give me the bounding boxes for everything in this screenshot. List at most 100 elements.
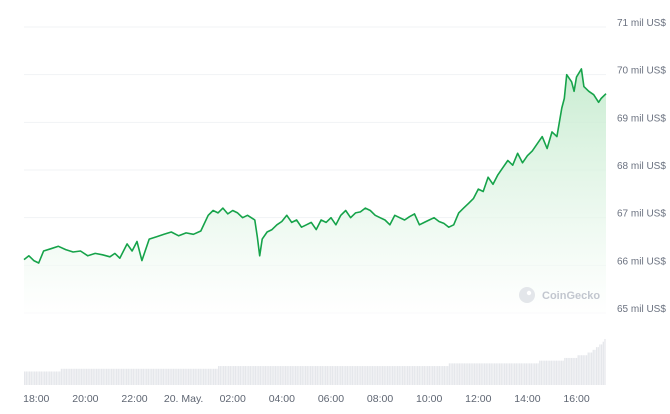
- volume-bar: [87, 368, 89, 385]
- volume-bar: [320, 366, 322, 385]
- volume-bar: [57, 371, 59, 385]
- volume-bar: [221, 366, 223, 385]
- volume-bar: [315, 366, 317, 385]
- volume-bar: [95, 368, 98, 385]
- volume-bar: [492, 363, 494, 385]
- volume-bar: [283, 366, 285, 385]
- volume-bar: [211, 368, 213, 385]
- volume-bar: [589, 352, 591, 385]
- volume-bar: [104, 368, 106, 385]
- volume-bar: [406, 366, 409, 385]
- volume-bar: [298, 366, 300, 385]
- volume-bar: [289, 366, 292, 385]
- volume-bar: [519, 363, 521, 385]
- volume-bar: [600, 344, 603, 385]
- volume-bar: [187, 368, 190, 385]
- volume-bar: [157, 368, 160, 385]
- volume-bar: [514, 363, 516, 385]
- volume-bar: [391, 366, 394, 385]
- volume-bar: [80, 368, 83, 385]
- volume-bar: [137, 368, 139, 385]
- volume-bar: [408, 366, 410, 385]
- volume-bar: [139, 368, 141, 385]
- volume-bar: [254, 366, 257, 385]
- volume-bar: [228, 366, 230, 385]
- volume-bar: [44, 371, 46, 385]
- volume-bar: [308, 366, 310, 385]
- volume-bar: [472, 363, 474, 385]
- volume-bar: [458, 363, 461, 385]
- y-tick-label: 66 mil US$: [617, 256, 666, 267]
- volume-bar: [244, 366, 247, 385]
- volume-bar: [179, 368, 181, 385]
- volume-bar: [176, 368, 178, 385]
- volume-bar: [97, 368, 99, 385]
- volume-bar: [276, 366, 278, 385]
- volume-bar: [309, 366, 312, 385]
- volume-bar: [482, 363, 484, 385]
- volume-bar: [313, 366, 315, 385]
- volume-bar: [60, 368, 63, 385]
- volume-bar: [554, 360, 556, 385]
- volume-bar: [156, 368, 158, 385]
- volume-bar: [186, 368, 188, 385]
- volume-bar: [64, 368, 66, 385]
- volume-bar: [109, 368, 111, 385]
- volume-bar: [189, 368, 191, 385]
- volume-bar: [182, 368, 185, 385]
- volume-bar: [462, 363, 464, 385]
- watermark-text: CoinGecko: [542, 290, 600, 302]
- volume-bar: [110, 368, 113, 385]
- volume-bar: [271, 366, 273, 385]
- volume-bar: [448, 363, 451, 385]
- volume-bar: [363, 366, 365, 385]
- volume-bar: [373, 366, 375, 385]
- volume-bar: [29, 371, 31, 385]
- x-tick-label: 22:00: [121, 393, 147, 405]
- volume-bar: [251, 366, 253, 385]
- volume-bar: [582, 355, 584, 385]
- volume-bar: [131, 368, 133, 385]
- volume-bar: [243, 366, 245, 385]
- volume-bar: [547, 360, 549, 385]
- y-axis-ticks: 71 mil US$ 70 mil US$ 69 mil US$ 68 mil US$…: [617, 18, 666, 315]
- volume-bar: [122, 368, 124, 385]
- volume-bar: [535, 363, 538, 385]
- volume-bar: [132, 368, 134, 385]
- volume-bar: [144, 368, 146, 385]
- volume-bar: [119, 368, 121, 385]
- volume-bar: [457, 363, 459, 385]
- volume-bar: [480, 363, 482, 385]
- volume-bar: [564, 357, 566, 385]
- y-tick-label: 68 mil US$: [617, 161, 666, 172]
- volume-bar: [330, 366, 332, 385]
- volume-bar: [281, 366, 283, 385]
- volume-bar: [121, 368, 123, 385]
- volume-bar: [268, 366, 270, 385]
- volume-bar: [542, 360, 544, 385]
- volume-bar: [107, 368, 109, 385]
- volume-bar: [239, 366, 242, 385]
- volume-bar: [468, 363, 471, 385]
- volume-bar: [197, 368, 200, 385]
- volume-bar: [510, 363, 512, 385]
- volume-bar: [545, 360, 548, 385]
- volume-bar: [65, 368, 68, 385]
- volume-bar: [212, 368, 215, 385]
- x-tick-label: 02:00: [220, 393, 246, 405]
- volume-bar: [356, 366, 359, 385]
- volume-bar: [565, 357, 568, 385]
- volume-bar: [299, 366, 302, 385]
- volume-bar: [413, 366, 415, 385]
- volume-bar: [437, 366, 439, 385]
- volume-bar: [55, 371, 58, 385]
- volume-bar: [47, 371, 49, 385]
- volume-bar: [587, 352, 589, 385]
- volume-bar: [248, 366, 250, 385]
- volume-bar: [412, 366, 414, 385]
- volume-bar: [403, 366, 405, 385]
- volume-bar: [258, 366, 260, 385]
- volume-bar: [52, 371, 54, 385]
- volume-bar: [288, 366, 290, 385]
- volume-bar: [393, 366, 395, 385]
